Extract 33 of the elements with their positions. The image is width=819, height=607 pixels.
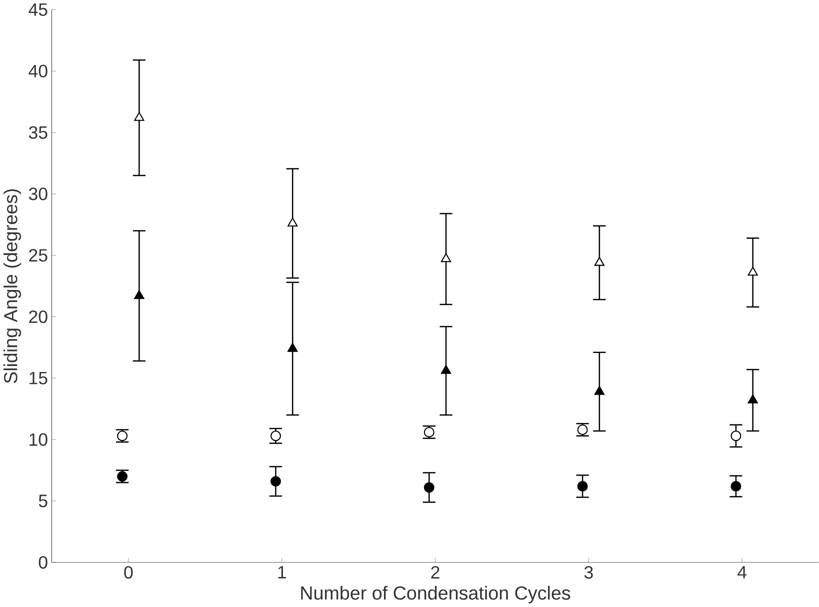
point [288, 342, 298, 352]
point [594, 386, 604, 395]
y-tick-label: 15 [30, 372, 48, 384]
y-tick-label: 0 [38, 556, 48, 569]
x-tick-label: 4 [738, 566, 747, 578]
y-tick-label: 35 [28, 126, 48, 139]
y-axis-title: Sliding Angle (degrees) [3, 189, 22, 384]
point [730, 481, 742, 492]
point [440, 253, 452, 262]
point [748, 394, 758, 404]
point [594, 256, 604, 266]
point [134, 290, 144, 300]
point [288, 218, 298, 227]
x-tick-label: 2 [431, 566, 440, 579]
x-axis-title: Number of Condensation Cycles [301, 586, 570, 604]
point [730, 430, 742, 442]
point [424, 482, 434, 493]
x-tick-label: 3 [584, 566, 593, 579]
point [577, 481, 588, 492]
point [134, 112, 144, 121]
y-tick-label: 40 [28, 64, 48, 78]
point [440, 365, 452, 374]
y-tick-label: 10 [30, 433, 48, 446]
y-tick-label: 25 [29, 249, 48, 262]
y-tick-label: 45 [28, 4, 48, 16]
point [748, 266, 758, 276]
y-tick-label: 30 [28, 188, 48, 200]
y-tick-label: 20 [29, 310, 48, 324]
x-tick-label: 1 [278, 566, 286, 578]
point [270, 476, 281, 487]
y-tick-label: 5 [38, 494, 48, 508]
x-tick-label: 0 [124, 566, 133, 579]
point [270, 430, 281, 442]
